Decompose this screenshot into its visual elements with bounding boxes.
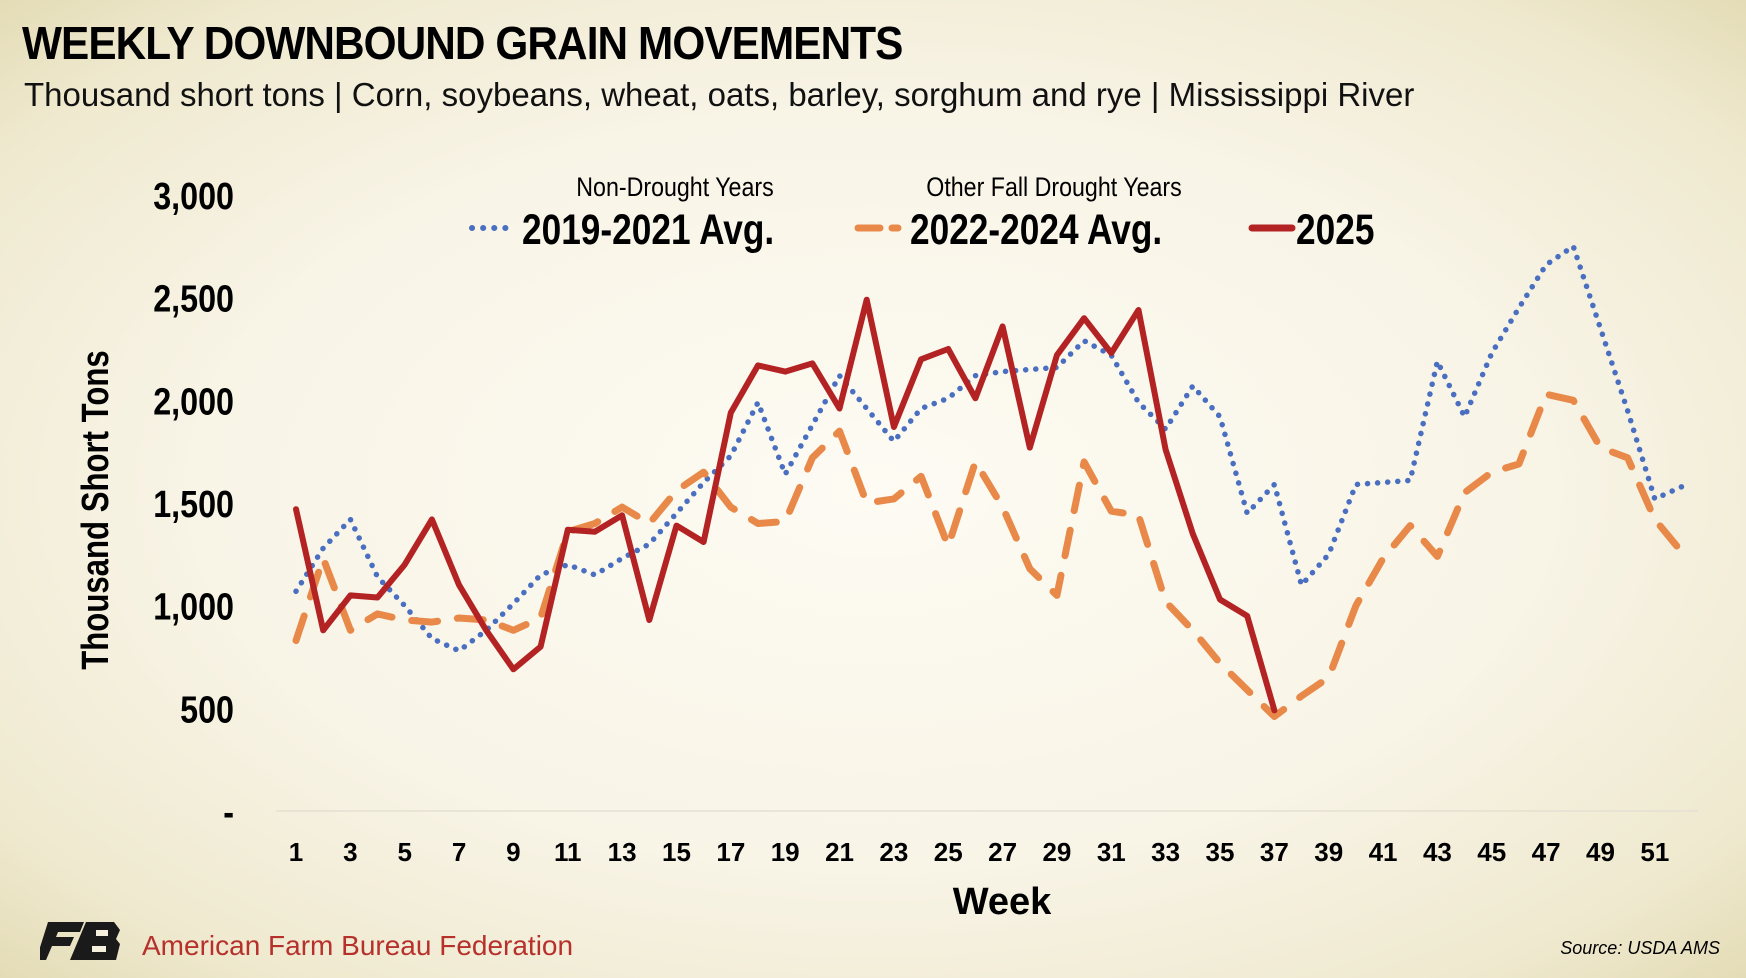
series-line-2022-2024-avg- [292,390,1686,720]
x-tick-label: 21 [825,837,854,867]
legend-series-label: 2019-2021 Avg. [522,206,774,254]
series-line-2019-2021-avg- [293,243,1685,654]
x-tick-label: 11 [554,837,582,867]
legend-series-label: 2025 [1296,206,1374,254]
legend-item-2025: 2025 [1248,206,1374,254]
chart-title: WEEKLY DOWNBOUND GRAIN MOVEMENTS [22,17,903,69]
x-tick-label: 37 [1260,837,1289,867]
x-tick-label: 7 [452,837,466,867]
x-tick-label: 3 [343,837,357,867]
legend-group-label: Other Fall Drought Years [926,172,1181,202]
y-tick-label: 1,500 [153,484,234,526]
chart-series [292,243,1686,720]
x-tick-label: 39 [1314,837,1343,867]
x-tick-label: 19 [771,837,800,867]
x-tick-label: 43 [1423,837,1452,867]
x-tick-label: 9 [506,837,520,867]
y-tick-labels: - 500 1,000 1,500 2,000 2,500 3,000 [153,176,234,834]
source-note: Source: USDA AMS [1560,938,1720,958]
x-tick-label: 31 [1097,837,1126,867]
x-tick-label: 27 [988,837,1017,867]
x-tick-label: 35 [1206,837,1235,867]
legend-item-2022-2024: Other Fall Drought Years 2022-2024 Avg. [854,172,1182,254]
y-tick-label: 500 [180,689,234,731]
series-line-2025 [293,296,1278,714]
y-tick-label: - [223,792,234,834]
x-tick-label: 29 [1042,837,1071,867]
y-tick-label: 2,000 [153,381,234,423]
organization-name: American Farm Bureau Federation [142,930,574,961]
x-tick-label: 17 [716,837,745,867]
x-tick-labels: 1 3 5 7 9 11 13 15 17 19 21 23 25 27 29 31 33 35 37 39 41 43 4… [289,837,1670,867]
y-tick-label: 1,000 [153,586,234,628]
x-tick-label: 13 [608,837,637,867]
x-tick-label: 1 [289,837,303,867]
x-axis-title: Week [953,881,1052,923]
y-tick-label: 2,500 [153,278,234,320]
y-axis-title: Thousand Short Tons [75,350,117,670]
x-tick-label: 47 [1532,837,1561,867]
afbf-logo-icon [40,922,120,960]
x-tick-label: 23 [879,837,908,867]
x-tick-label: 15 [662,837,691,867]
x-tick-label: 25 [934,837,963,867]
x-tick-label: 45 [1477,837,1506,867]
chart-subtitle: Thousand short tons | Corn, soybeans, wh… [24,76,1415,113]
legend-group-label: Non-Drought Years [576,172,773,202]
x-tick-label: 33 [1151,837,1180,867]
x-tick-label: 51 [1640,837,1669,867]
x-tick-label: 5 [397,837,411,867]
x-tick-label: 41 [1369,837,1398,867]
x-tick-label: 49 [1586,837,1615,867]
legend-series-label: 2022-2024 Avg. [910,206,1162,254]
legend-item-2019-2021: Non-Drought Years 2019-2021 Avg. [469,172,774,254]
y-tick-label: 3,000 [153,176,234,218]
legend: Non-Drought Years 2019-2021 Avg. Other F… [469,172,1374,254]
